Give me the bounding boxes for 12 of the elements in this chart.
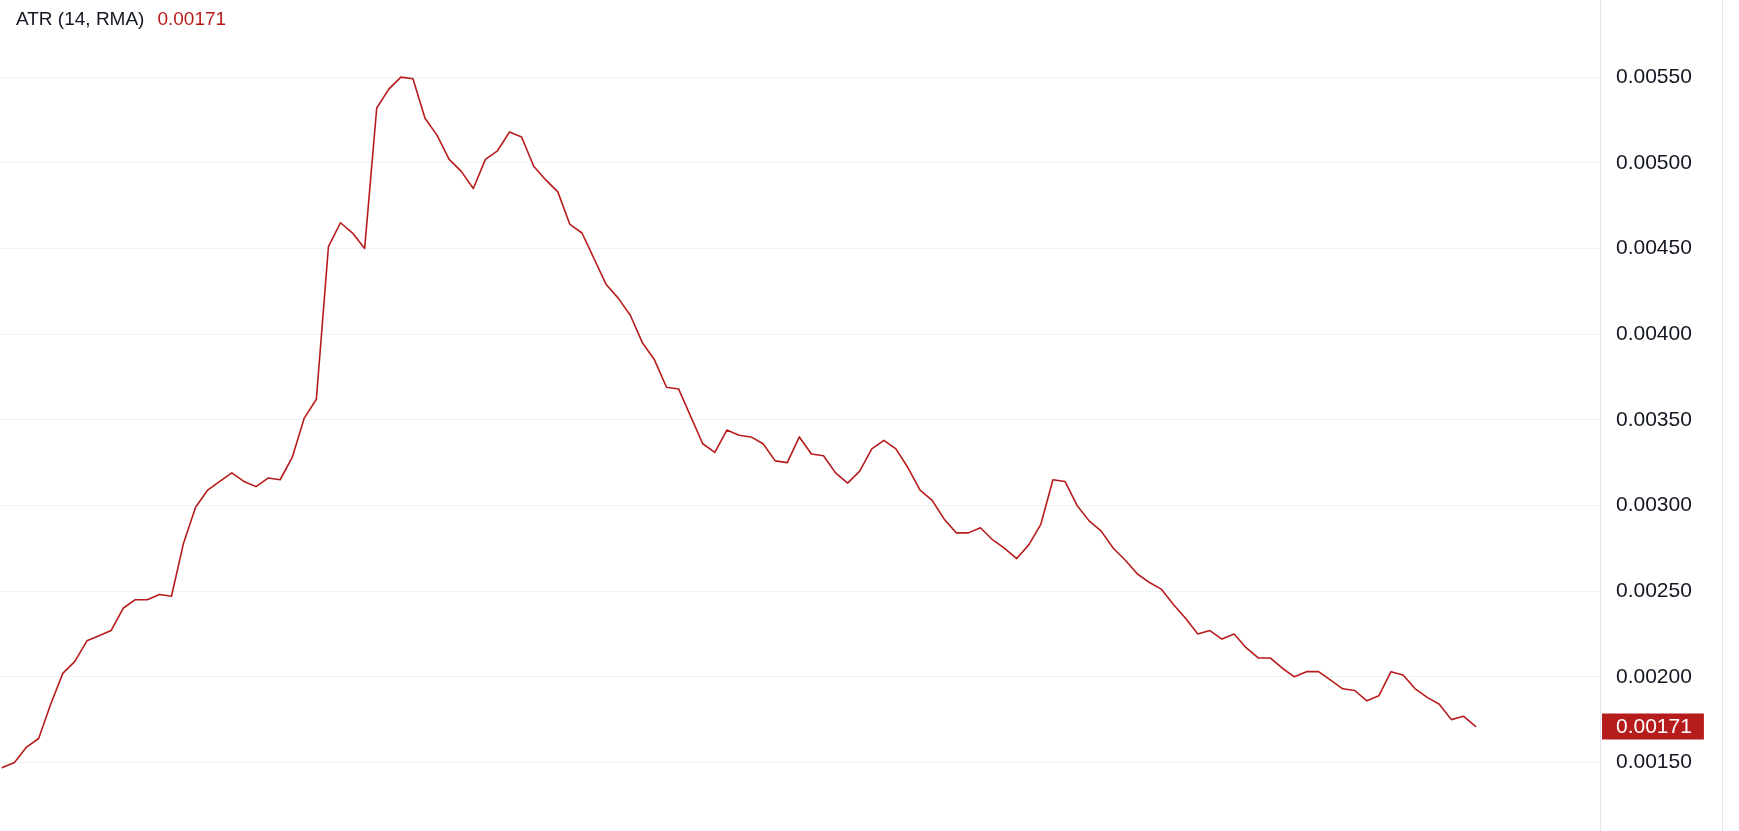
y-tick-label: 0.00550 [1616,63,1692,87]
y-tick-label: 0.00350 [1616,406,1692,430]
y-tick-label: 0.00400 [1616,320,1692,344]
y-tick-label: 0.00500 [1616,149,1692,173]
y-tick-label: 0.00200 [1616,663,1692,687]
text: 0.00171 [1616,714,1692,738]
y-tick-label: 0.00250 [1616,577,1692,601]
y-tick-label: 0.00450 [1616,235,1692,259]
y-tick-label: 0.00300 [1616,492,1692,516]
y-tick-label: 0.00150 [1616,749,1692,773]
chart-title: ATR (14, RMA) [16,8,145,29]
annotation: 0.00171 [157,8,227,29]
